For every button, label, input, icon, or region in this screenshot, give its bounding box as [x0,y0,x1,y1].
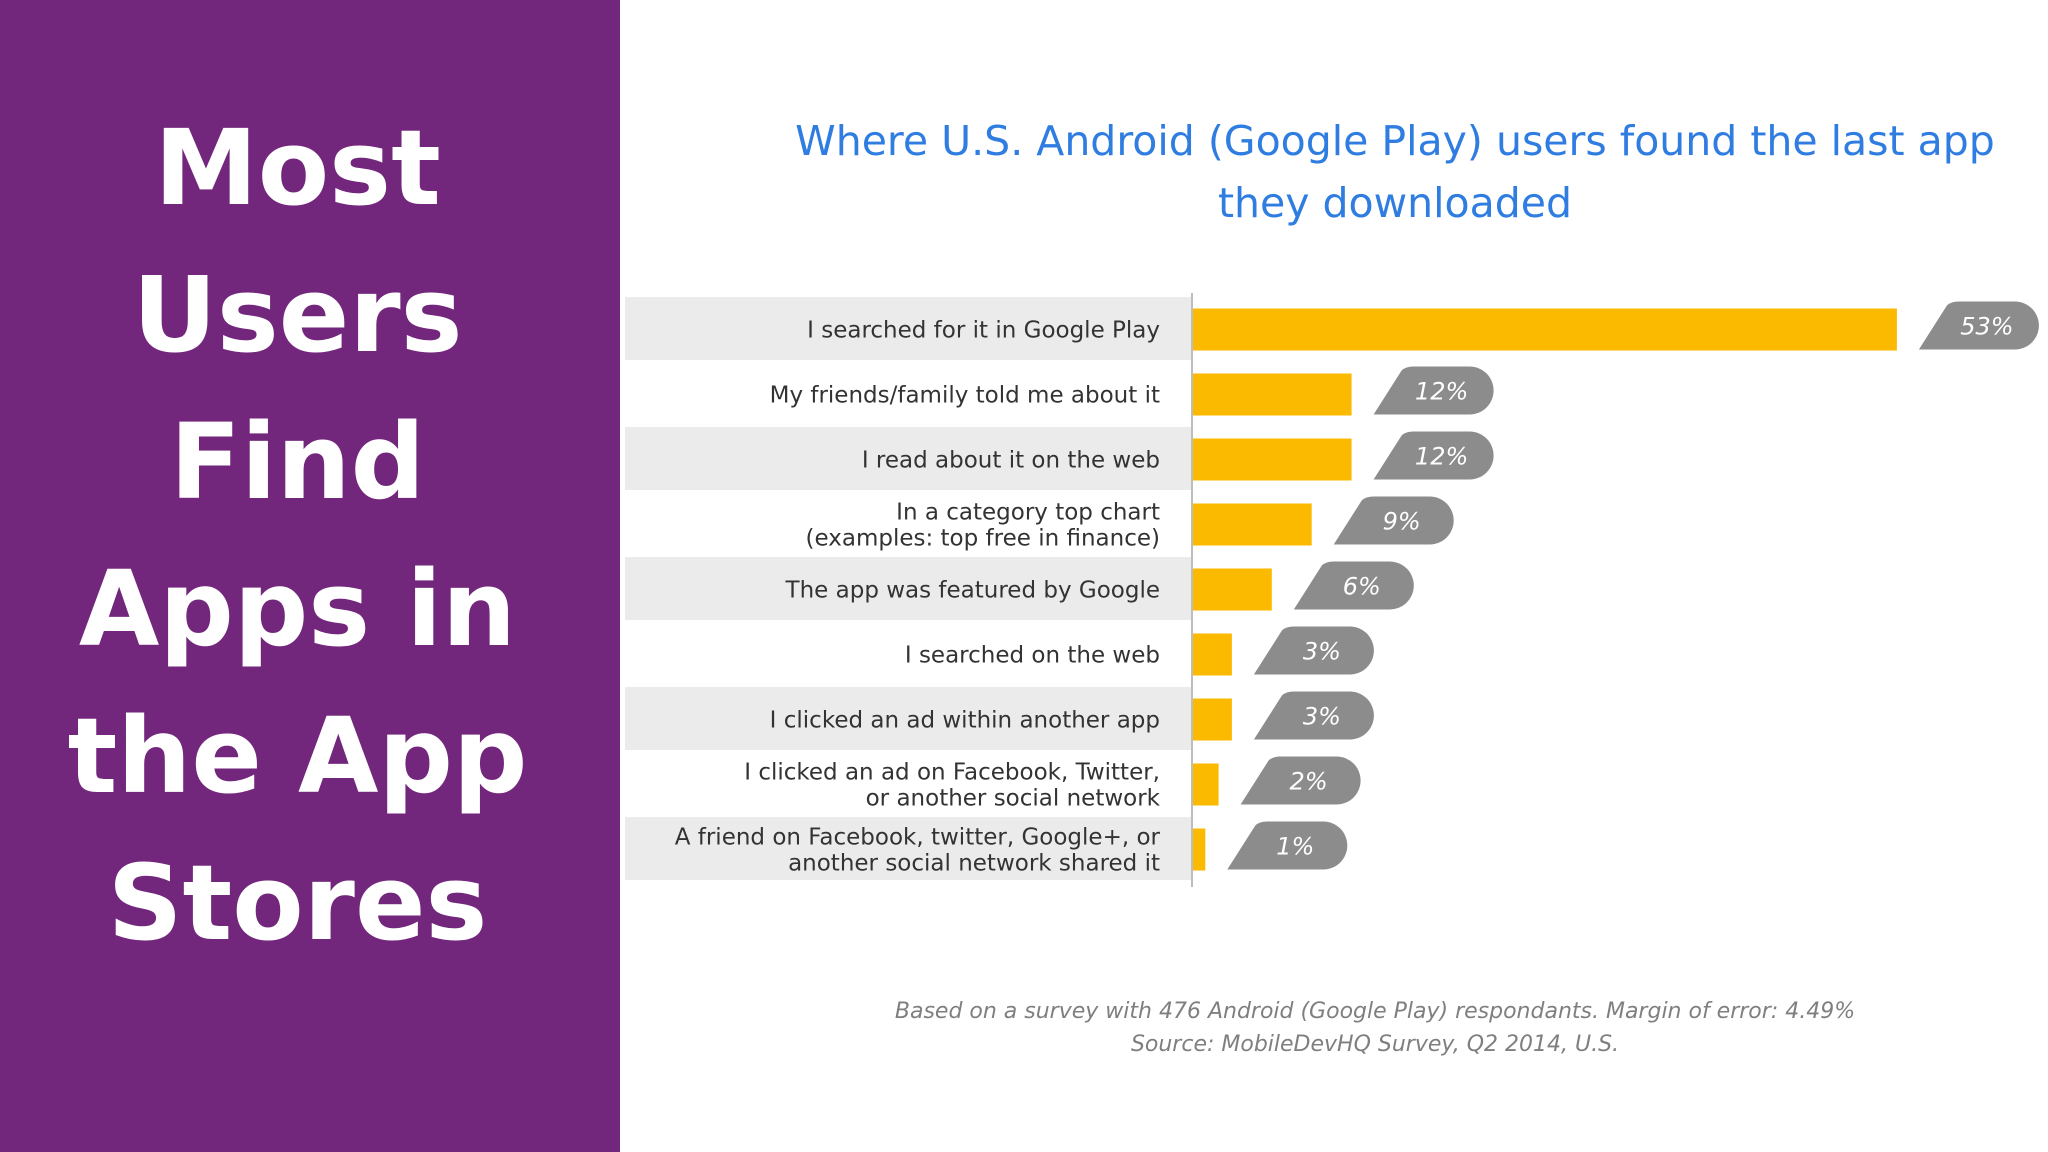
chart-title-line: they downloaded [1217,179,1573,227]
value-tag [1333,496,1454,545]
side-panel: Most Users Find Apps in the App Stores [0,0,620,1152]
chart-title-line: Where U.S. Android (Google Play) users f… [795,117,1995,165]
value-tag [1253,626,1374,675]
category-label: I clicked an ad within another app [770,708,1160,734]
bar [1192,373,1352,416]
category-label: A friend on Facebook, twitter, Google+, … [675,825,1161,877]
slide-title-line: Find [169,401,426,523]
data-label: 12% [1415,443,1468,471]
bar [1192,698,1232,741]
chart-title: Where U.S. Android (Google Play) users f… [700,110,2048,234]
category-label: I clicked an ad on Facebook, Twitter, or … [744,760,1160,812]
category-label: The app was featured by Google [785,578,1160,604]
slide-title-line: Most [154,107,441,229]
data-label: 6% [1343,573,1381,601]
data-label: 2% [1290,768,1328,796]
footnote-line: Source: MobileDevHQ Survey, Q2 2014, U.S… [1130,1032,1620,1057]
value-tag [1373,366,1494,415]
data-label: 9% [1383,508,1421,536]
data-label: 3% [1303,703,1341,731]
data-label: 3% [1303,638,1341,666]
category-label: In a category top chart (examples: top fr… [806,500,1160,552]
slide-title-line: Users [132,254,463,376]
value-tag [1253,691,1374,740]
data-label: 53% [1960,313,2013,341]
row-shade [625,427,1192,490]
slide-title-line: Stores [107,842,488,964]
row-shade [625,817,1192,880]
bar [1192,763,1219,806]
bar [1192,308,1897,351]
slide-title-line: the App [67,695,528,817]
value-tag [1293,561,1414,610]
footnote-line: Based on a survey with 476 Android (Goog… [894,999,1856,1024]
row-shade [625,557,1192,620]
slide-title-line: Apps in [78,548,517,670]
value-tag [1227,821,1348,870]
bar [1192,568,1272,611]
value-tag [1373,431,1494,480]
category-label: I read about it on the web [862,448,1160,474]
data-label: 1% [1276,833,1314,861]
bar [1192,633,1232,676]
row-shade [625,297,1192,360]
slide-title: Most Users Find Apps in the App Stores [0,95,595,977]
category-label: My friends/family told me about it [770,383,1160,409]
bar [1192,438,1352,481]
category-label: I searched for it in Google Play [807,318,1160,344]
chart-footnote: Based on a survey with 476 Android (Goog… [720,995,2030,1061]
bar [1192,503,1312,546]
row-shade [625,687,1192,750]
category-label: I searched on the web [905,643,1160,669]
value-tag [1918,301,2039,350]
data-label: 12% [1415,378,1468,406]
value-tag [1240,756,1361,805]
bar [1192,828,1206,871]
